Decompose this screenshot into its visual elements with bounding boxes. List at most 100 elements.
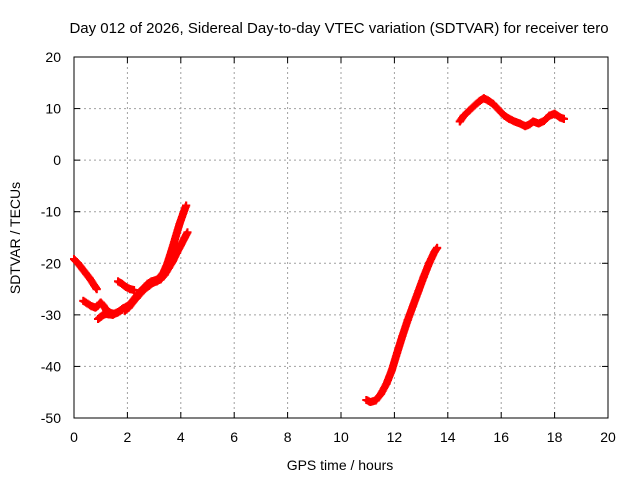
data-point bbox=[90, 280, 99, 289]
data-point bbox=[489, 99, 498, 108]
y-tick-label: 10 bbox=[45, 101, 61, 117]
data-point bbox=[160, 270, 169, 279]
data-point bbox=[529, 117, 538, 126]
grid-lines bbox=[74, 57, 608, 418]
data-point bbox=[393, 349, 402, 358]
y-tick-labels: 20 10 0 -10 -20 -30 -40 -50 bbox=[41, 49, 61, 426]
data-point bbox=[83, 299, 92, 308]
data-point bbox=[86, 274, 95, 283]
data-point bbox=[414, 287, 423, 296]
data-point bbox=[499, 111, 508, 120]
series-arc-3 bbox=[94, 305, 127, 323]
data-point bbox=[521, 122, 530, 131]
data-point bbox=[377, 389, 386, 398]
x-tick-label: 2 bbox=[124, 429, 132, 445]
data-point bbox=[148, 278, 157, 287]
data-point bbox=[182, 201, 191, 210]
data-point bbox=[366, 398, 375, 407]
series-trace bbox=[362, 243, 442, 407]
data-point bbox=[559, 114, 568, 123]
y-tick-label: -40 bbox=[41, 358, 61, 374]
data-point bbox=[183, 228, 192, 237]
data-point bbox=[128, 298, 137, 307]
data-point bbox=[398, 332, 407, 341]
series-trace bbox=[119, 201, 191, 313]
data-point bbox=[494, 105, 503, 114]
data-point bbox=[387, 366, 396, 375]
x-tick-label: 8 bbox=[284, 429, 292, 445]
data-point bbox=[79, 296, 88, 305]
data-point bbox=[168, 257, 177, 266]
data-point bbox=[455, 117, 464, 126]
data-point bbox=[555, 113, 564, 122]
x-tick-label: 12 bbox=[387, 429, 403, 445]
data-point bbox=[409, 301, 418, 310]
series-arc-1 bbox=[70, 255, 101, 294]
y-tick-label: 0 bbox=[53, 152, 61, 168]
data-point bbox=[82, 269, 91, 278]
data-point bbox=[433, 243, 442, 252]
data-point bbox=[465, 106, 474, 115]
data-point bbox=[87, 302, 96, 311]
data-point bbox=[136, 289, 145, 298]
data-point bbox=[510, 117, 519, 126]
data-point bbox=[175, 220, 184, 229]
series-arc-4 bbox=[114, 277, 139, 295]
data-point bbox=[475, 96, 484, 105]
data-point bbox=[164, 263, 173, 272]
series-trace bbox=[455, 94, 568, 131]
y-tick-label: -50 bbox=[41, 410, 61, 426]
data-point bbox=[176, 241, 185, 250]
x-tick-label: 14 bbox=[440, 429, 456, 445]
x-tick-label: 16 bbox=[493, 429, 509, 445]
x-tick-label: 18 bbox=[547, 429, 563, 445]
x-tick-label: 20 bbox=[600, 429, 616, 445]
data-point bbox=[525, 120, 534, 129]
data-point bbox=[179, 208, 188, 217]
data-point bbox=[534, 119, 543, 128]
data-point bbox=[515, 119, 524, 128]
data-point bbox=[132, 293, 141, 302]
data-point bbox=[403, 316, 412, 325]
data-point bbox=[425, 259, 434, 268]
data-point bbox=[382, 379, 391, 388]
x-tick-label: 6 bbox=[230, 429, 238, 445]
data-point bbox=[459, 111, 468, 120]
data-point bbox=[92, 285, 101, 294]
series-arc-8 bbox=[455, 94, 568, 131]
y-tick-label: -20 bbox=[41, 255, 61, 271]
data-point bbox=[140, 285, 149, 294]
data-point bbox=[122, 283, 131, 292]
data-point bbox=[144, 281, 153, 290]
data-point bbox=[172, 248, 181, 257]
series-arc-5 bbox=[119, 201, 191, 313]
data-point bbox=[74, 259, 83, 268]
x-tick-label: 10 bbox=[333, 429, 349, 445]
data-point bbox=[124, 303, 133, 312]
data-point bbox=[112, 308, 121, 317]
data-point bbox=[180, 233, 189, 242]
data-point bbox=[545, 111, 554, 120]
series-arc-6 bbox=[120, 228, 192, 315]
x-tick-labels: 0 2 4 6 8 10 12 14 16 18 20 bbox=[70, 429, 616, 445]
data-point bbox=[118, 279, 127, 288]
x-tick-label: 4 bbox=[177, 429, 185, 445]
data-point bbox=[152, 277, 161, 286]
data-point bbox=[114, 277, 123, 286]
x-tick-label: 0 bbox=[70, 429, 78, 445]
series-arc-7 bbox=[362, 243, 442, 407]
data-point bbox=[126, 285, 135, 294]
data-point bbox=[171, 233, 180, 242]
data-point bbox=[550, 109, 559, 118]
data-series bbox=[70, 94, 568, 407]
data-point bbox=[120, 306, 129, 315]
data-point bbox=[70, 255, 78, 264]
x-axis-label: GPS time / hours bbox=[287, 457, 394, 473]
data-point bbox=[362, 395, 371, 404]
data-point bbox=[78, 264, 87, 273]
y-axis-label: SDTVAR / TECUs bbox=[7, 182, 23, 294]
data-point bbox=[130, 286, 139, 295]
y-tick-label: -10 bbox=[41, 204, 61, 220]
data-point bbox=[505, 114, 514, 123]
